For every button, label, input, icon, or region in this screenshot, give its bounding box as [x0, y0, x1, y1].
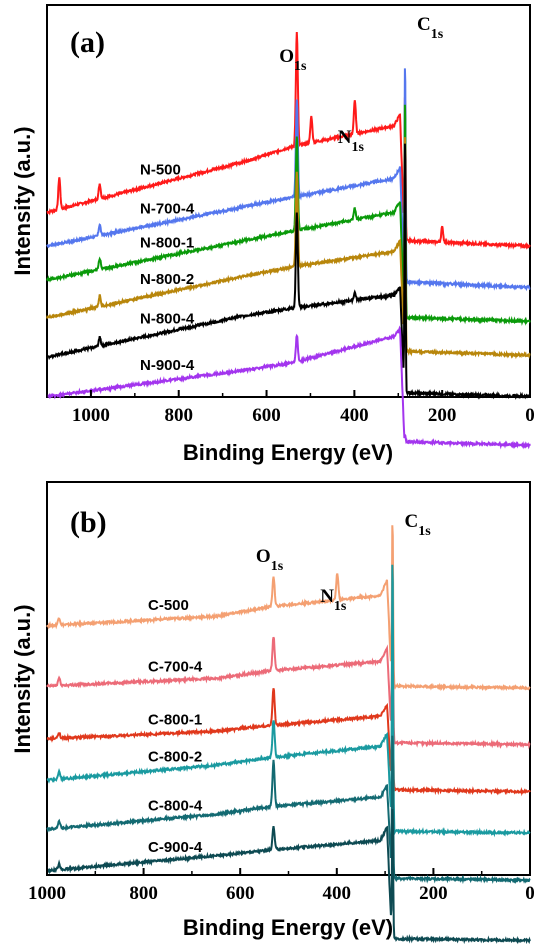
series-group-a	[46, 31, 531, 450]
panel-tag-b: (b)	[70, 506, 107, 539]
series-line-c-700-4	[46, 600, 531, 750]
series-label-n-700-4: N-700-4	[140, 201, 195, 218]
x-tick-label: 600	[226, 883, 255, 904]
series-label-n-500: N-500	[140, 161, 181, 178]
x-tick-label: 0	[525, 883, 535, 904]
series-label-n-900-4: N-900-4	[140, 357, 195, 374]
y-axis-title-a: Intensity (a.u.)	[10, 126, 35, 275]
x-tick-label: 800	[129, 883, 158, 904]
peak-label-o1s: O1s	[256, 546, 284, 574]
series-label-n-800-1: N-800-1	[140, 234, 194, 251]
series-line-n-900-4	[46, 325, 531, 450]
series-label-c-800-1: C-800-1	[148, 711, 202, 728]
x-tick-label: 600	[252, 405, 281, 426]
x-ticks-b: 1000 800 600 400 200 0	[28, 868, 535, 904]
series-label-c-800-2: C-800-2	[148, 748, 202, 765]
plot-frame-a	[46, 4, 531, 398]
series-line-n-500	[46, 31, 531, 251]
x-tick-label: 800	[164, 405, 193, 426]
panel-b: (b) C-500 C-700-4 C-800-1 C-800-2 C-800-4 C-9…	[10, 481, 535, 945]
series-label-c-700-4: C-700-4	[148, 659, 203, 676]
plot-frame-b	[46, 481, 531, 876]
x-tick-label: 0	[525, 405, 535, 426]
x-ticks-a: 1000 800 600 400 200 0	[46, 390, 535, 426]
x-axis-title-a: Binding Energy (eV)	[183, 440, 393, 465]
series-line-n-800-4	[46, 143, 531, 400]
series-labels-a: N-500 N-700-4 N-800-1 N-800-2 N-800-4 N-900-4	[140, 161, 195, 374]
peak-label-o1s: O1s	[279, 46, 307, 74]
x-axis-title-b: Binding Energy (eV)	[183, 915, 393, 940]
x-tick-label: 400	[323, 883, 352, 904]
series-label-n-800-4: N-800-4	[140, 311, 195, 328]
x-tick-label: 200	[419, 883, 448, 904]
y-axis-title-b: Intensity (a.u.)	[10, 604, 35, 753]
peak-label-c1s: C1s	[405, 511, 432, 539]
series-label-c-900-4: C-900-4	[148, 839, 203, 856]
series-label-c-800-4: C-800-4	[148, 797, 203, 814]
series-line-c-800-2	[46, 564, 531, 838]
x-tick-label: 1000	[28, 883, 66, 904]
peak-labels-b: O1s N1s C1s	[256, 511, 431, 614]
x-tick-label: 1000	[72, 405, 110, 426]
peak-label-n1s: N1s	[338, 127, 365, 155]
series-line-c-800-4	[46, 735, 531, 885]
series-line-c-800-1	[46, 682, 531, 797]
panel-a: (a) N-500 N-700-4 N-800-1 N-800-2 N-800-4 N-9…	[10, 4, 535, 465]
series-line-n-800-1	[46, 104, 531, 326]
x-tick-label: 200	[428, 405, 457, 426]
series-line-c-500	[46, 525, 531, 692]
peak-label-n1s: N1s	[320, 586, 347, 614]
x-tick-label: 400	[340, 405, 369, 426]
series-group-b	[46, 525, 531, 945]
series-line-n-800-2	[46, 137, 531, 360]
series-line-c-900-4	[46, 809, 531, 945]
series-labels-b: C-500 C-700-4 C-800-1 C-800-2 C-800-4 C-900-4	[148, 597, 203, 856]
panel-tag-a: (a)	[70, 26, 105, 59]
peak-label-c1s: C1s	[417, 14, 444, 42]
series-label-c-500: C-500	[148, 597, 189, 614]
series-label-n-800-2: N-800-2	[140, 271, 194, 288]
peak-labels-a: O1s N1s C1s	[279, 14, 444, 155]
series-line-n-700-4	[46, 68, 531, 292]
